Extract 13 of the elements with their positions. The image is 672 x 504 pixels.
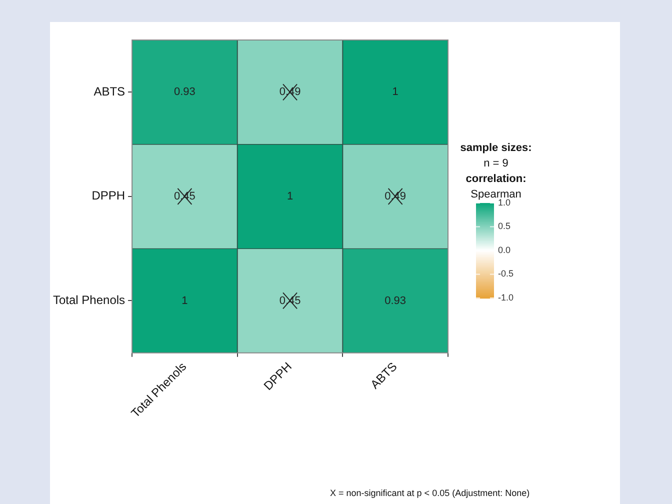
y-tick-label: ABTS (94, 84, 126, 98)
y-tick-label: DPPH (92, 188, 126, 203)
data-label: 1 (286, 190, 294, 202)
color-bar-label: 0.5 (498, 221, 511, 232)
color-bar-label: 0.0 (498, 244, 511, 255)
color-bar-label: -1.0 (498, 292, 514, 302)
text: X = non-significant at p < 0.05 (Adjustment: None) (330, 488, 530, 498)
data-label: 1 (182, 294, 188, 307)
data-label: 0.93 (384, 294, 406, 307)
data-label: 0.93 (174, 86, 196, 98)
color-bar-label: -0.5 (498, 268, 514, 279)
data-label: 1 (392, 86, 398, 98)
y-tick-label: Total Phenols (53, 293, 126, 308)
